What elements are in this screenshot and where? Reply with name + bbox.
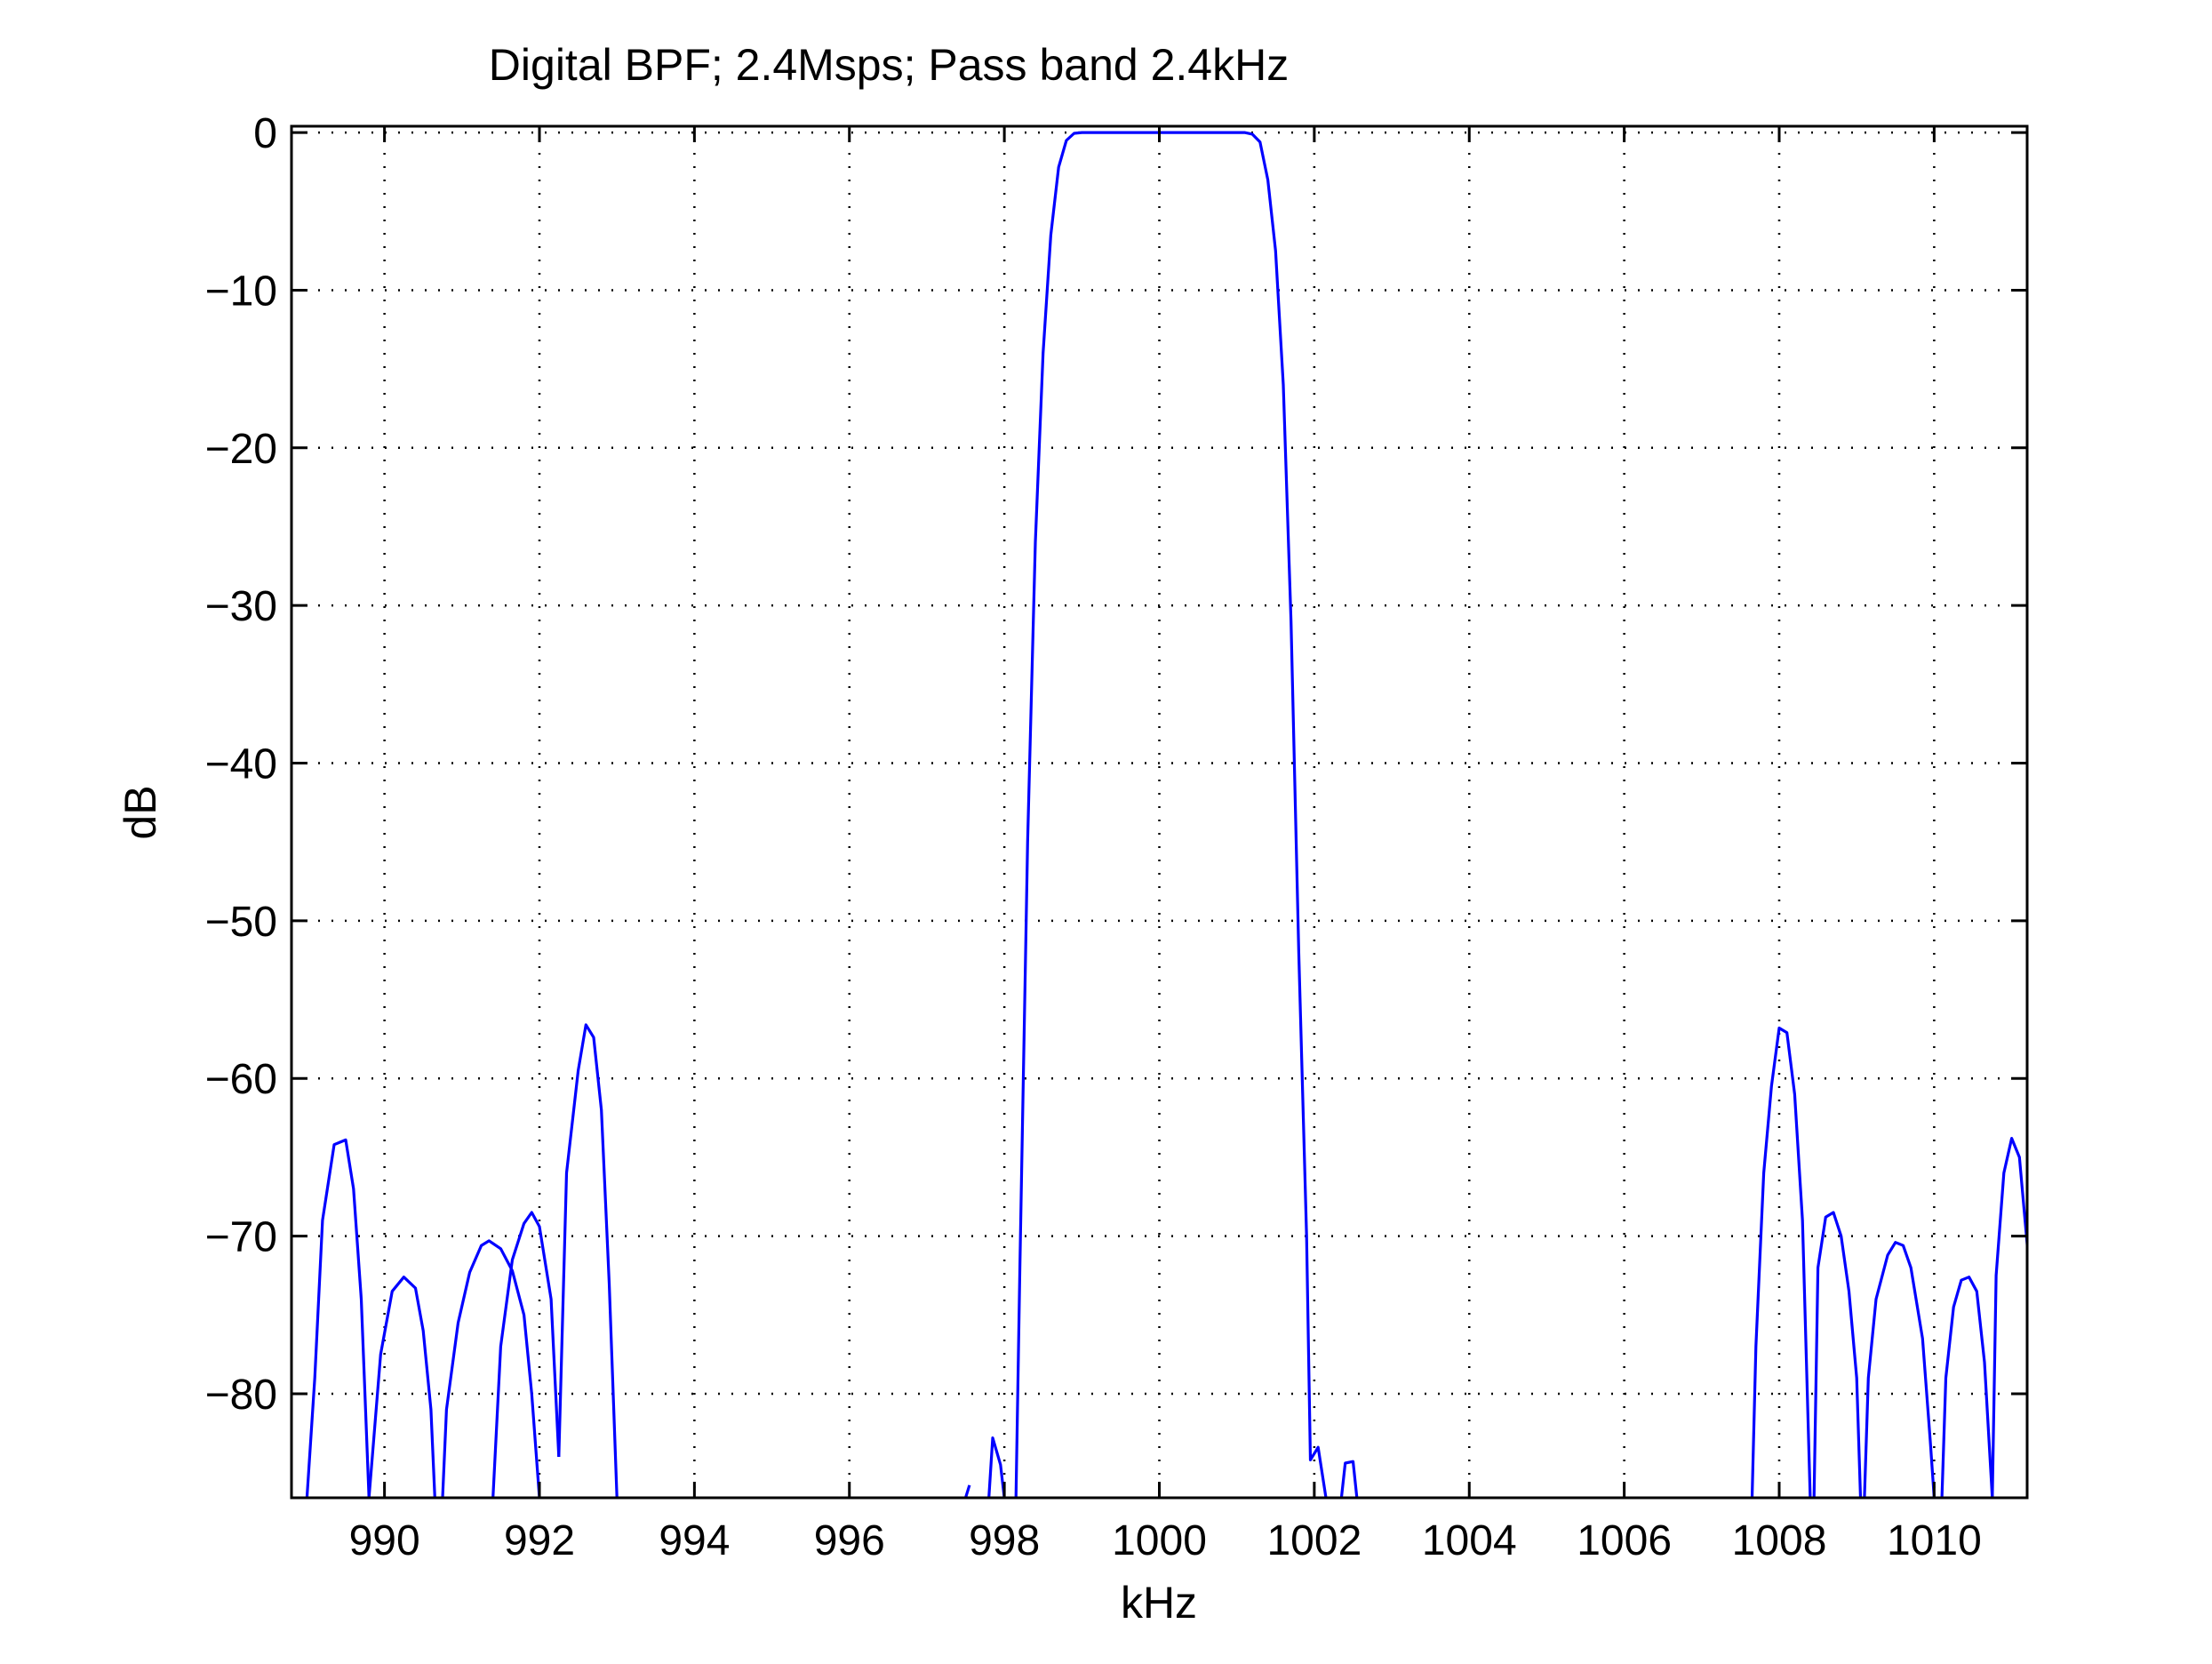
series-0-segment-12 [1940,1276,1994,1498]
series-0-segment-7 [1014,131,1328,1498]
series-0-segment-10 [1812,1211,1863,1498]
series-0-segment-6 [987,1436,1006,1498]
series-0-segment-1 [367,1276,436,1498]
y-tick-label-5: −50 [205,899,277,946]
x-tick-label-2: 994 [659,1517,730,1564]
series-0-segment-8 [1339,1460,1359,1498]
grid [291,126,2027,1498]
x-tick-label-9: 1008 [1732,1517,1827,1564]
x-tick-label-10: 1010 [1887,1517,1982,1564]
x-tick-label-1: 992 [504,1517,575,1564]
series-0-segment-4 [557,1023,619,1498]
series-0-segment-11 [1863,1241,1936,1498]
series-0-segment-2 [441,1239,541,1498]
x-tick-label-4: 998 [969,1517,1040,1564]
series-0-segment-9 [1750,1026,1812,1498]
x-tick-label-0: 990 [349,1517,420,1564]
y-tick-label-0: 0 [253,110,277,157]
series-layer [305,131,2027,1498]
tick-labels: 990 992 994 996 998 1000 1002 1004 1006 1008 1010 0… [205,110,1982,1564]
x-tick-label-7: 1004 [1422,1517,1517,1564]
ticks [291,126,2027,1498]
y-tick-label-3: −30 [205,583,277,630]
y-tick-label-1: −10 [205,268,277,315]
x-tick-label-6: 1002 [1266,1517,1362,1564]
y-tick-label-2: −20 [205,426,277,473]
series-0-segment-0 [305,1138,371,1498]
series-0-segment-13 [1991,1136,2027,1498]
axes-box [290,124,2029,1500]
chart-title: Digital BPF; 2.4Msps; Pass band 2.4kHz [489,40,1289,90]
x-axis-label: kHz [1121,1578,1197,1628]
series-0-segment-3 [491,1211,561,1498]
x-tick-label-5: 1000 [1112,1517,1207,1564]
y-axis-label: dB [116,785,165,839]
series-0-segment-5 [963,1484,971,1498]
y-tick-label-7: −70 [205,1214,277,1261]
x-tick-label-8: 1006 [1577,1517,1672,1564]
y-tick-label-4: −40 [205,741,277,788]
y-tick-label-6: −60 [205,1056,277,1103]
y-tick-label-8: −80 [205,1372,277,1419]
x-tick-label-3: 996 [814,1517,885,1564]
